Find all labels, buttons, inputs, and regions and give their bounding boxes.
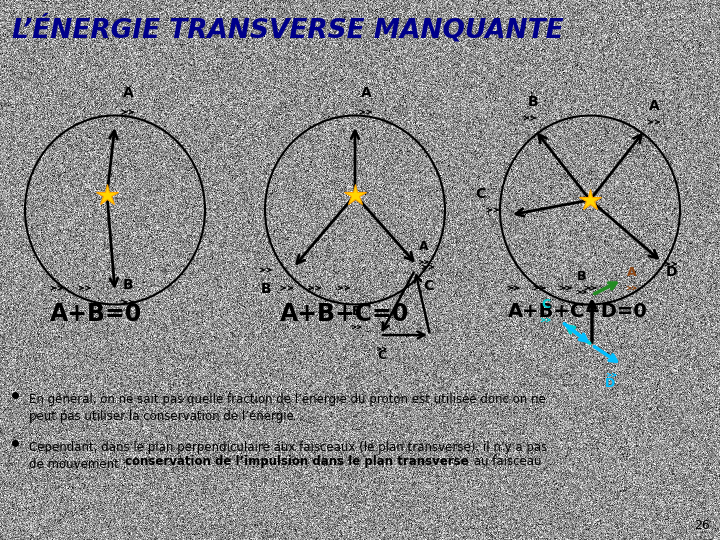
Text: A+B+C=0: A+B+C=0	[280, 302, 409, 326]
Text: B: B	[352, 305, 361, 318]
Text: A+B=0: A+B=0	[50, 302, 143, 326]
Text: A: A	[123, 86, 134, 100]
Text: C: C	[541, 298, 550, 311]
Text: D: D	[666, 265, 678, 279]
Text: au faisceau: au faisceau	[470, 455, 541, 468]
Text: A: A	[361, 86, 372, 100]
Text: L’ÉNERGIE TRANSVERSE MANQUANTE: L’ÉNERGIE TRANSVERSE MANQUANTE	[12, 15, 564, 44]
Text: C: C	[476, 187, 486, 201]
Text: 26: 26	[694, 519, 710, 532]
Text: B: B	[123, 278, 134, 292]
Text: B: B	[577, 270, 587, 283]
Text: A: A	[627, 266, 636, 279]
Text: C: C	[377, 349, 386, 362]
Text: C: C	[423, 279, 433, 293]
Text: A: A	[649, 99, 660, 113]
Text: Cependant, dans le plan perpendiculaire aux faisceaux (le plan transverse), il n: Cependant, dans le plan perpendiculaire …	[29, 441, 547, 471]
Text: En général, on ne sait pas quelle fraction de l’énergie du proton est utilisée d: En général, on ne sait pas quelle fracti…	[29, 393, 546, 423]
Text: B: B	[261, 282, 271, 296]
Text: A+B+C+D=0: A+B+C+D=0	[508, 302, 648, 321]
Text: B: B	[528, 95, 539, 109]
Text: A: A	[419, 240, 428, 253]
Text: D: D	[605, 377, 616, 390]
Text: conservation de l’impulsion dans le plan transverse: conservation de l’impulsion dans le plan…	[125, 455, 469, 468]
